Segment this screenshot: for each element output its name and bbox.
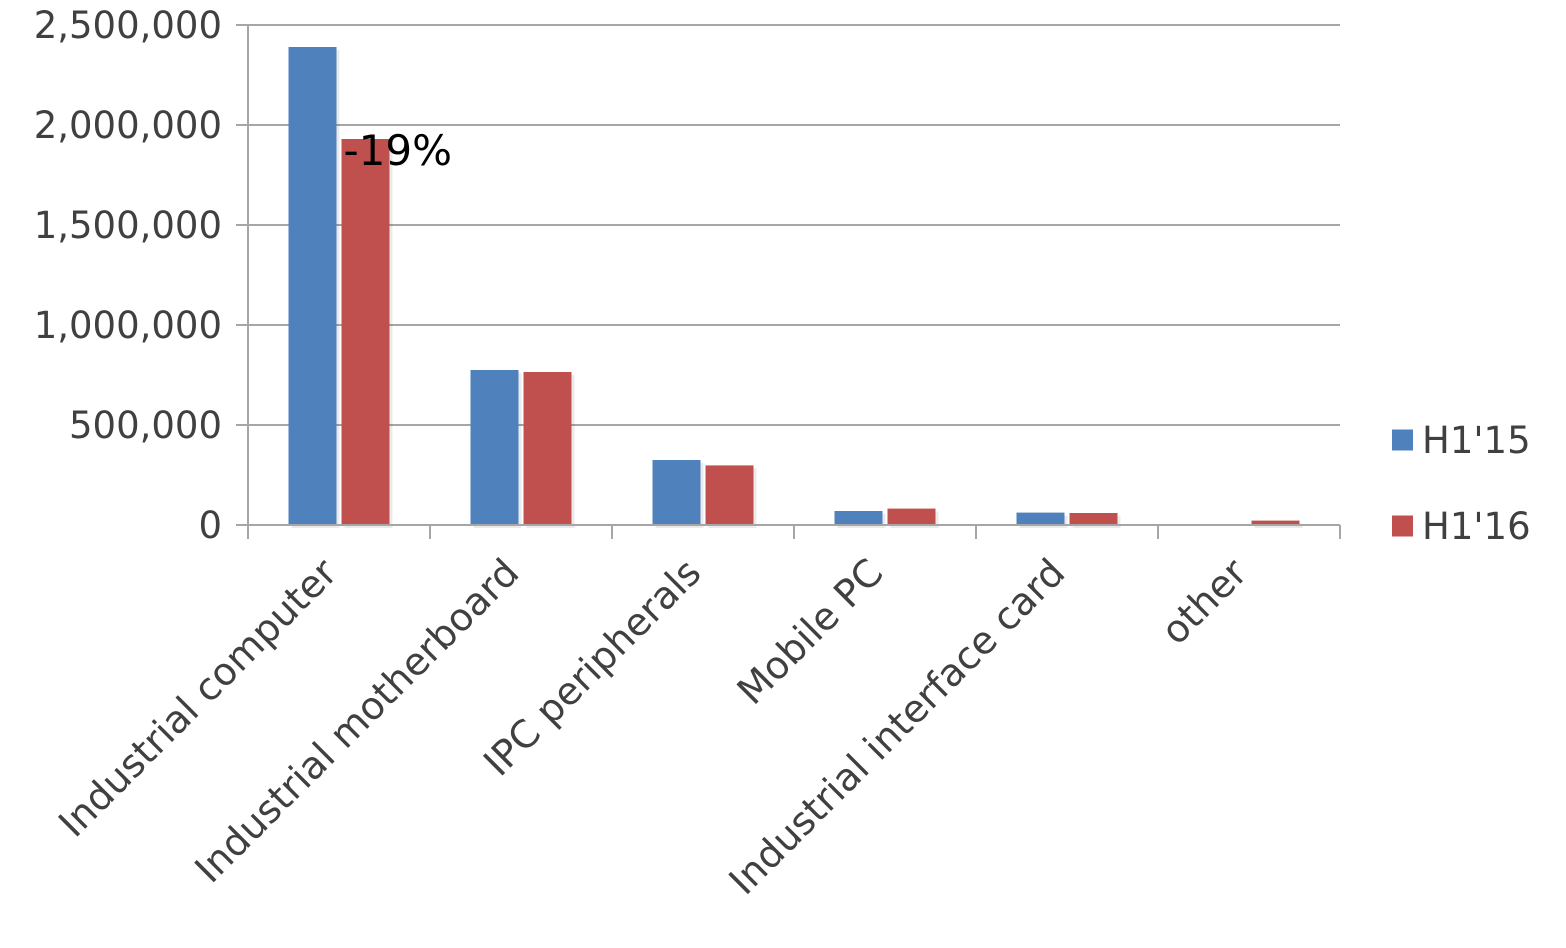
legend-swatch [1392,515,1413,537]
y-tick-label: 2,500,000 [34,4,222,47]
legend: H1'15 H1'16 [1392,419,1531,548]
y-axis: 0 500,000 1,000,000 1,500,000 2,000,000 2,500… [34,4,249,547]
y-tick-label: 1,000,000 [34,304,222,347]
gridlines [248,24,1340,426]
x-tick-label: other [1153,550,1256,653]
bar-h116 [341,139,390,525]
x-tick-label: Mobile PC [729,550,892,713]
bar-h116 [1069,513,1118,525]
x-tick-label: Industrial interface card [720,550,1073,903]
y-tick-label: 1,500,000 [34,204,222,247]
bar-h116 [523,372,572,525]
legend-label: H1'15 [1422,419,1531,462]
bar-h116 [1251,520,1300,525]
annotations: -19% [344,126,453,175]
bar-h115 [1016,512,1065,525]
bar-h115 [834,511,883,525]
legend-swatch [1392,429,1413,451]
legend-label: H1'16 [1422,505,1531,548]
bar-h116 [705,465,754,525]
bar-h115 [288,47,337,525]
change-annotation: -19% [344,126,453,175]
bar-h116 [887,508,936,525]
y-tick-label: 0 [198,504,222,547]
bars [288,47,1303,528]
bar-h115 [470,370,519,525]
y-tick-label: 2,000,000 [34,104,222,147]
x-tick-label: Industrial motherboard [186,550,527,891]
bar-h115 [652,460,701,525]
y-tick-label: 500,000 [69,404,222,447]
